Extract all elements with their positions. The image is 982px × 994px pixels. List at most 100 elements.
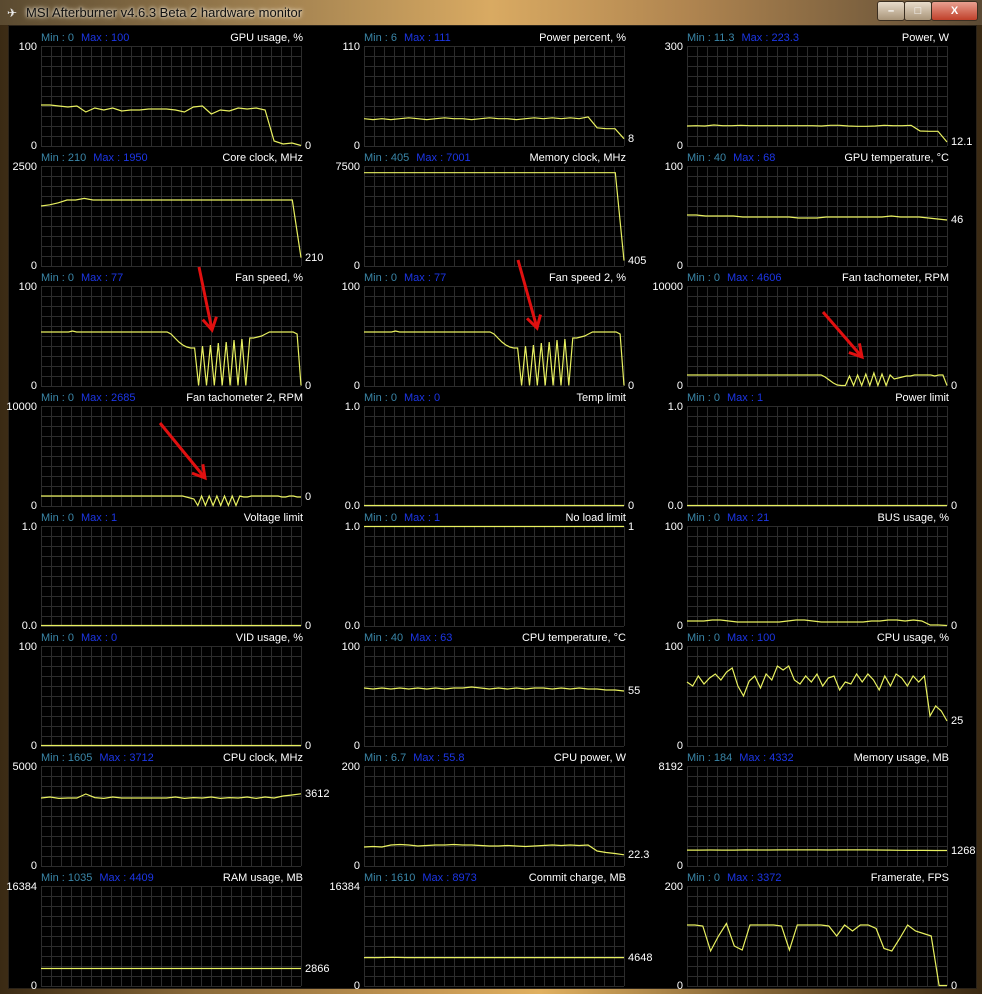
max-value: Max : 8973	[422, 872, 477, 884]
minimize-button[interactable]: –	[877, 1, 905, 21]
graph-plot	[363, 766, 625, 867]
max-value: Max : 77	[81, 272, 124, 284]
series-line	[686, 124, 948, 143]
current-value: 210	[305, 251, 324, 264]
current-value: 0	[305, 620, 312, 632]
min-max-labels: Min : 6.7 Max : 55.8	[364, 752, 465, 765]
graph-cpu-clock-mhz[interactable]: Min : 1605 Max : 3712 CPU clock, MHz 5000…	[9, 752, 330, 872]
current-value: 4648	[628, 951, 653, 964]
maximize-button[interactable]: □	[904, 1, 932, 21]
graph-cpu-power-w[interactable]: Min : 6.7 Max : 55.8 CPU power, W 200 0 22…	[332, 752, 650, 872]
graph-gpu-temperature-c[interactable]: Min : 40 Max : 68 GPU temperature, °C 100…	[655, 152, 970, 272]
graph-plot	[687, 766, 948, 867]
y-max-label: 100	[18, 41, 37, 53]
y-min-label: 0	[676, 260, 683, 272]
graph-plot	[41, 526, 302, 627]
y-min-label: 0	[353, 740, 360, 752]
graph-memory-usage-mb[interactable]: Min : 184 Max : 4332 Memory usage, MB 819…	[655, 752, 976, 872]
graph-title: Power, W	[901, 32, 949, 44]
graph-plot	[41, 646, 302, 747]
graph-power-percent[interactable]: Min : 6 Max : 111 Power percent, % 110 0 8	[332, 32, 647, 152]
graph-gpu-usage[interactable]: Min : 0 Max : 100 GPU usage, % 100 0 0	[9, 32, 324, 152]
graph-power-w[interactable]: Min : 11.3 Max : 223.3 Power, W 300 0 12.1	[655, 32, 973, 152]
grid-lines	[41, 526, 302, 627]
graph-title: GPU temperature, °C	[844, 152, 949, 164]
graph-voltage-limit[interactable]: Min : 0 Max : 1 Voltage limit 1.0 0.0 0	[9, 512, 324, 632]
min-max-labels: Min : 0 Max : 0	[41, 632, 117, 645]
title-bar[interactable]: ✈ MSI Afterburner v4.6.3 Beta 2 hardware…	[0, 0, 982, 25]
y-max-label: 8192	[658, 761, 683, 773]
current-value: 0	[951, 980, 958, 992]
min-value: Min : 0	[41, 632, 75, 644]
grid-lines	[41, 406, 302, 507]
grid-lines	[364, 166, 625, 267]
min-max-labels: Min : 40 Max : 63	[364, 632, 452, 645]
current-value: 1	[628, 521, 635, 533]
graph-fan-speed-2[interactable]: Min : 0 Max : 77 Fan speed 2, % 100 0 0	[332, 272, 647, 392]
graph-title: CPU temperature, °C	[521, 632, 626, 644]
graph-ram-usage-mb[interactable]: Min : 1035 Max : 4409 RAM usage, MB 16384…	[6, 872, 329, 992]
y-min-label: 0	[30, 260, 37, 272]
grid-lines	[41, 766, 302, 867]
graph-bus-usage[interactable]: Min : 0 Max : 21 BUS usage, % 100 0 0	[655, 512, 970, 632]
graph-commit-charge-mb[interactable]: Min : 1610 Max : 8973 Commit charge, MB 1…	[329, 872, 652, 992]
graph-title: CPU power, W	[553, 752, 626, 764]
graph-framerate-fps[interactable]: Min : 0 Max : 3372 Framerate, FPS 200 0 0	[655, 872, 970, 992]
min-max-labels: Min : 40 Max : 68	[687, 152, 775, 165]
graph-core-clock-mhz[interactable]: Min : 210 Max : 1950 Core clock, MHz 2500…	[9, 152, 324, 272]
y-max-label: 300	[664, 41, 683, 53]
current-value: 1268	[951, 844, 976, 857]
min-value: Min : 6.7	[364, 752, 407, 764]
close-button[interactable]: X	[931, 1, 978, 21]
graph-fan-tachometer-rpm[interactable]: Min : 0 Max : 4606 Fan tachometer, RPM 10…	[652, 272, 970, 392]
y-min-label: 0	[30, 380, 37, 392]
series-line	[41, 104, 302, 147]
y-min-label: 0	[676, 620, 683, 632]
y-max-label: 10000	[6, 401, 37, 413]
y-min-label: 0	[30, 140, 37, 152]
graph-cpu-temperature-c[interactable]: Min : 40 Max : 63 CPU temperature, °C 100…	[332, 632, 647, 752]
graph-title: Fan tachometer, RPM	[842, 272, 949, 284]
y-max-label: 1.0	[344, 521, 360, 533]
min-max-labels: Min : 11.3 Max : 223.3	[687, 32, 799, 45]
series-line	[364, 172, 625, 261]
graph-plot	[687, 166, 948, 267]
max-value: Max : 1	[727, 392, 764, 404]
current-value: 3612	[305, 787, 330, 800]
graph-fan-speed[interactable]: Min : 0 Max : 77 Fan speed, % 100 0 0	[9, 272, 324, 392]
min-value: Min : 0	[364, 512, 398, 524]
grid-lines	[364, 406, 625, 507]
y-max-label: 200	[664, 881, 683, 893]
graph-temp-limit[interactable]: Min : 0 Max : 0 Temp limit 1.0 0.0 0	[332, 392, 647, 512]
graph-title: Voltage limit	[243, 512, 303, 524]
graph-memory-clock-mhz[interactable]: Min : 405 Max : 7001 Memory clock, MHz 75…	[332, 152, 647, 272]
max-value: Max : 1950	[93, 152, 148, 164]
min-max-labels: Min : 184 Max : 4332	[687, 752, 794, 765]
grid-lines	[364, 646, 625, 747]
y-min-label: 0	[353, 140, 360, 152]
min-value: Min : 0	[364, 272, 398, 284]
graph-vid-usage[interactable]: Min : 0 Max : 0 VID usage, % 100 0 0	[9, 632, 324, 752]
series-line	[687, 849, 947, 852]
y-min-label: 0.0	[667, 500, 683, 512]
current-value: 0	[951, 620, 958, 632]
current-value: 22.3	[628, 848, 650, 861]
graph-title: No load limit	[565, 512, 626, 524]
current-value: 25	[951, 715, 964, 727]
graph-title: Commit charge, MB	[528, 872, 626, 884]
max-value: Max : 4332	[739, 752, 794, 764]
min-max-labels: Min : 0 Max : 0	[364, 392, 440, 405]
graph-power-limit[interactable]: Min : 0 Max : 1 Power limit 1.0 0.0 0	[655, 392, 970, 512]
grid-lines	[687, 886, 948, 987]
max-value: Max : 0	[404, 392, 441, 404]
max-value: Max : 100	[81, 32, 130, 44]
min-max-labels: Min : 0 Max : 77	[41, 272, 123, 285]
graph-plot	[687, 526, 948, 627]
graph-fan-tachometer-2-rpm[interactable]: Min : 0 Max : 2685 Fan tachometer 2, RPM …	[6, 392, 324, 512]
y-max-label: 100	[664, 521, 683, 533]
y-min-label: 0.0	[344, 500, 360, 512]
graph-plot	[364, 166, 625, 267]
graph-no-load-limit[interactable]: Min : 0 Max : 1 No load limit 1.0 0.0 1	[332, 512, 647, 632]
graph-cpu-usage[interactable]: Min : 0 Max : 100 CPU usage, % 100 0 25	[655, 632, 970, 752]
